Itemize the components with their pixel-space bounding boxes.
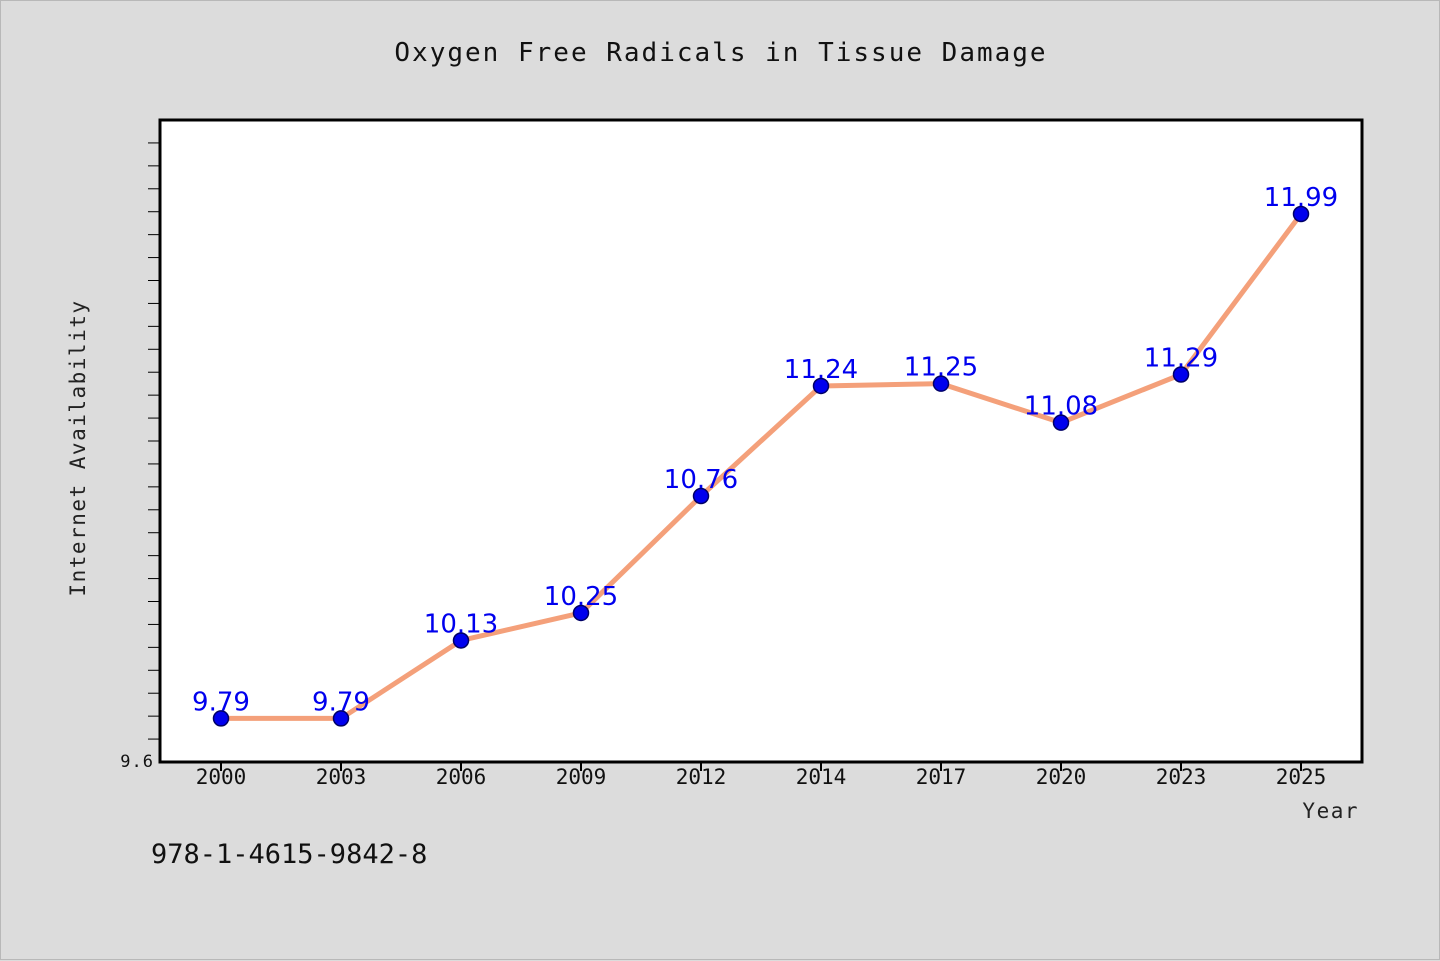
data-point [452, 632, 470, 649]
x-axis-label: Year [1302, 799, 1359, 823]
x-tick-label: 2025 [1276, 765, 1327, 789]
y-axis-ticks [148, 142, 160, 740]
data-markers [212, 205, 1310, 727]
x-tick-label: 2009 [556, 765, 607, 789]
data-labels: 9.79 9.79 10.13 10.25 10.76 11.24 11.25 11.08 11… [192, 183, 1338, 717]
x-tick-label: 2020 [1036, 765, 1087, 789]
y-axis-label: Internet Availability [66, 299, 90, 596]
data-label: 11.08 [1024, 392, 1098, 422]
x-axis-ticks [220, 762, 1302, 771]
x-tick-label: 2017 [916, 765, 967, 789]
series-line [218, 211, 1304, 721]
series-line-group [218, 211, 1304, 721]
data-point [1292, 205, 1310, 223]
isbn-text: 978-1-4615-9842-8 [151, 839, 427, 870]
data-label: 10.13 [424, 609, 498, 639]
data-label: 10.76 [664, 465, 738, 495]
data-point [1052, 414, 1070, 431]
x-tick-labels: 2000 2003 2006 2009 2012 2014 2017 2020 2023 2025 [196, 765, 1327, 789]
data-point [812, 377, 830, 395]
x-tick-label: 2006 [436, 765, 487, 789]
data-label: 10.25 [544, 582, 618, 612]
data-label: 11.24 [784, 355, 858, 385]
x-tick-label: 2012 [676, 765, 727, 789]
data-label: 11.99 [1264, 183, 1338, 213]
data-point [932, 375, 950, 392]
x-tick-label: 2000 [196, 765, 247, 789]
data-point [332, 710, 350, 727]
y-tick-label: 9.6 [120, 752, 154, 772]
data-point [692, 487, 710, 505]
data-point [572, 604, 590, 622]
chart-title: Oxygen Free Radicals in Tissue Damage [394, 38, 1047, 68]
data-point [1172, 366, 1190, 383]
x-tick-label: 2014 [796, 765, 847, 789]
data-label: 9.79 [312, 687, 370, 717]
data-point [212, 710, 230, 727]
x-tick-label: 2023 [1156, 765, 1207, 789]
data-label: 11.25 [904, 353, 978, 383]
x-tick-label: 2003 [316, 765, 367, 789]
data-label: 11.29 [1144, 344, 1218, 374]
data-label: 9.79 [192, 687, 250, 717]
